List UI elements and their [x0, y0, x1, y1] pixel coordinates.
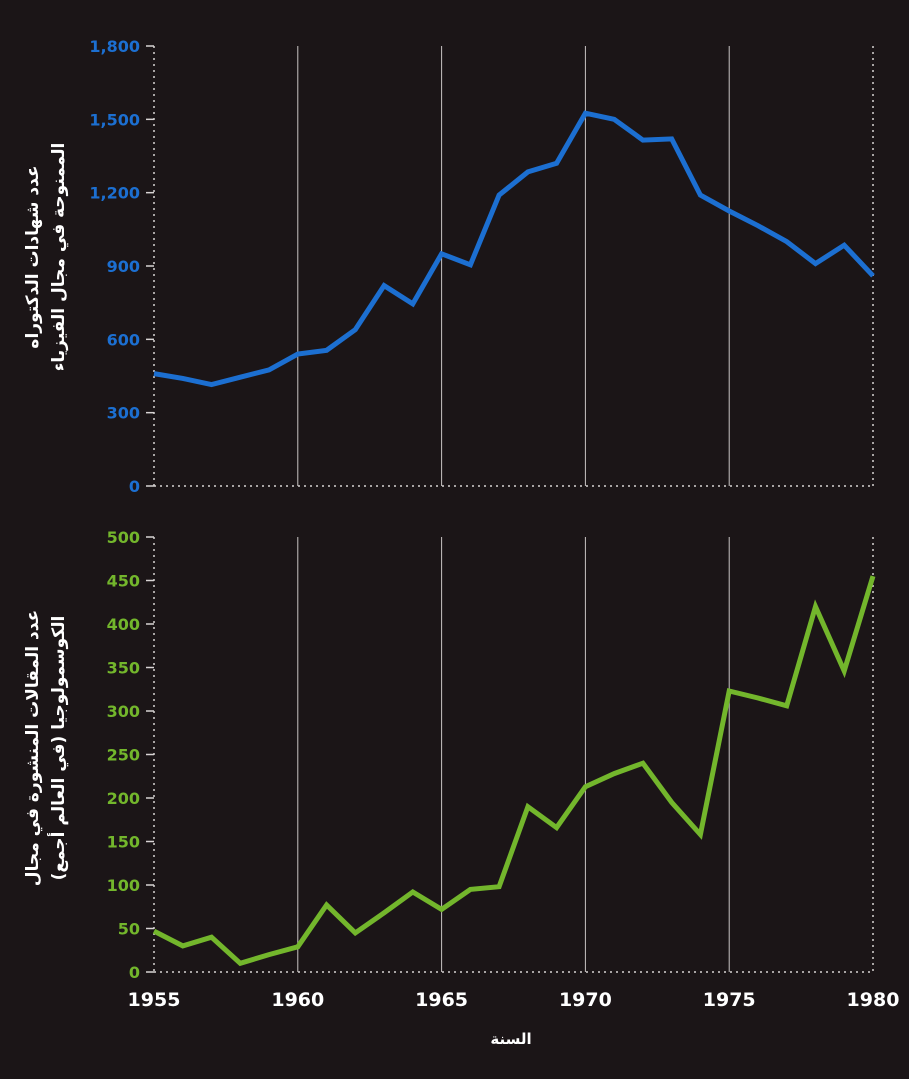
bottom-ytick-label-200: 200	[107, 789, 140, 808]
top-ytick-label-600: 600	[107, 330, 140, 349]
top-ytick-label-1500: 1,500	[89, 110, 140, 129]
bottom-ylabel-line-2: الكوسمولوجيا (في العالم أجمع)	[49, 615, 69, 881]
top-ylabel-line-2: الممنوحة في مجال الفيزياء	[49, 142, 69, 372]
bottom-ytick-label-300: 300	[107, 702, 140, 721]
bottom-ylabel-line-1: عدد المقالات المنشورة في مجال	[23, 609, 43, 887]
bottom-ytick-label-250: 250	[107, 746, 140, 765]
bottom-ytick-label-100: 100	[107, 876, 140, 895]
xtick-label-1980: 1980	[847, 989, 900, 1011]
top-series-line	[153, 110, 875, 388]
xtick-label-1965: 1965	[415, 989, 468, 1011]
top-ytick-label-1200: 1,200	[89, 184, 140, 203]
xtick-label-1970: 1970	[559, 989, 612, 1011]
bottom-ytick-label-500: 500	[107, 528, 140, 547]
x-axis-label: السنة	[490, 1030, 532, 1048]
bottom-ytick-label-50: 50	[118, 920, 140, 939]
top-ytick-label-1800: 1,800	[89, 37, 140, 56]
bottom-ytick-label-150: 150	[107, 833, 140, 852]
top-ytick-label-900: 900	[107, 257, 140, 276]
xtick-label-1955: 1955	[128, 989, 181, 1011]
top-chart-ylabel: عدد شهادات الدكتوراه الممنوحة في مجال ال…	[20, 143, 72, 372]
top-ylabel-line-1: عدد شهادات الدكتوراه	[23, 165, 43, 349]
xtick-label-1960: 1960	[271, 989, 324, 1011]
bottom-ytick-label-450: 450	[107, 572, 140, 591]
top-ytick-label-300: 300	[107, 404, 140, 423]
bottom-ytick-label-350: 350	[107, 659, 140, 678]
bottom-ytick-label-400: 400	[107, 615, 140, 634]
bottom-ytick-label-0: 0	[129, 963, 140, 982]
bottom-chart-ylabel: عدد المقالات المنشورة في مجال الكوسمولوج…	[20, 610, 72, 886]
xtick-label-1975: 1975	[703, 989, 756, 1011]
bottom-series-line	[152, 575, 876, 967]
top-ytick-label-0: 0	[129, 477, 140, 496]
